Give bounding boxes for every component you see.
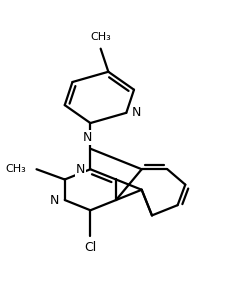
Text: Cl: Cl: [84, 241, 97, 254]
Text: N: N: [76, 163, 85, 176]
Text: CH₃: CH₃: [5, 164, 26, 174]
Text: N: N: [83, 130, 93, 144]
Text: CH₃: CH₃: [90, 32, 111, 42]
Text: N: N: [131, 106, 141, 119]
Text: N: N: [50, 194, 60, 206]
